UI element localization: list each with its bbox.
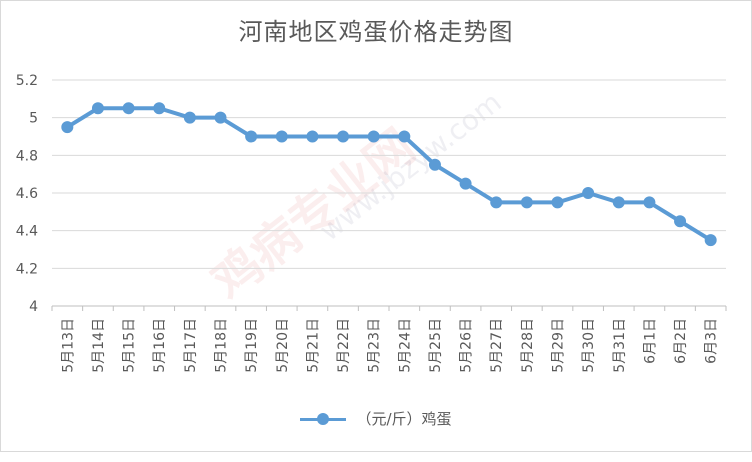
- data-point: [183, 111, 196, 124]
- x-tick-label: 5月27日: [489, 318, 505, 373]
- x-tick-label: 5月24日: [397, 318, 413, 373]
- legend-label: （元/斤）鸡蛋: [356, 410, 452, 428]
- data-point: [245, 130, 258, 143]
- x-tick-label: 5月15日: [122, 318, 138, 373]
- y-tick-label: 4.8: [16, 148, 38, 164]
- data-point: [582, 187, 595, 199]
- series-line: [65, 106, 713, 243]
- legend-marker-icon: [300, 412, 347, 426]
- chart-frame: [0, 0, 752, 452]
- data-point: [214, 111, 227, 124]
- y-tick-label: 4: [29, 299, 38, 315]
- data-point: [459, 177, 472, 190]
- x-tick-label: 5月26日: [459, 318, 475, 373]
- x-tick-label: 5月17日: [183, 318, 199, 373]
- x-tick-label: 6月3日: [704, 318, 720, 364]
- y-tick-label: 5: [29, 111, 38, 127]
- data-point: [337, 130, 350, 143]
- x-tick-label: 5月30日: [581, 318, 597, 373]
- data-point: [122, 102, 135, 115]
- data-point: [91, 102, 104, 115]
- x-tick-label: 5月22日: [336, 318, 352, 373]
- data-point: [275, 130, 288, 143]
- data-point: [61, 121, 74, 134]
- x-tick-label: 5月19日: [244, 318, 260, 373]
- x-tick-label: 5月29日: [551, 318, 567, 373]
- x-tick-label: 6月1日: [642, 318, 658, 364]
- data-point: [367, 130, 380, 143]
- y-tick-label: 4.6: [16, 186, 38, 202]
- line-chart: 5.2 5 4.8 4.6 4.4 4.2 4 5月13日 5月14日 5月15日 5月16日 5月1…: [16, 73, 727, 373]
- data-point: [704, 234, 717, 247]
- x-tick-label: 5月18日: [214, 318, 230, 373]
- y-tick-label: 4.4: [16, 224, 38, 240]
- x-tick-label: 5月28日: [520, 318, 536, 373]
- data-point: [520, 196, 533, 209]
- chart-title: 河南地区鸡蛋价格走势图: [238, 18, 514, 46]
- data-point: [153, 102, 166, 115]
- x-tick-label: 5月16日: [152, 318, 168, 373]
- y-tick-label: 4.2: [16, 261, 38, 277]
- x-tick-label: 5月21日: [305, 318, 321, 373]
- data-point: [428, 158, 441, 171]
- data-point: [674, 215, 687, 228]
- data-point: [643, 196, 656, 209]
- chart-legend: （元/斤）鸡蛋: [0, 408, 752, 429]
- x-tick-label: 5月20日: [275, 318, 291, 373]
- data-point: [398, 130, 411, 143]
- x-tick-label: 5月31日: [612, 318, 628, 373]
- data-point: [306, 130, 319, 143]
- y-tick-label: 5.2: [16, 73, 38, 89]
- data-point: [490, 196, 503, 209]
- x-tick-label: 5月25日: [428, 318, 444, 373]
- x-tick-label: 6月2日: [673, 318, 689, 364]
- x-tick-label: 5月23日: [367, 318, 383, 373]
- x-tick-label: 5月14日: [91, 318, 107, 373]
- data-point: [551, 196, 564, 209]
- x-tick-label: 5月13日: [60, 318, 76, 373]
- data-point: [612, 196, 625, 209]
